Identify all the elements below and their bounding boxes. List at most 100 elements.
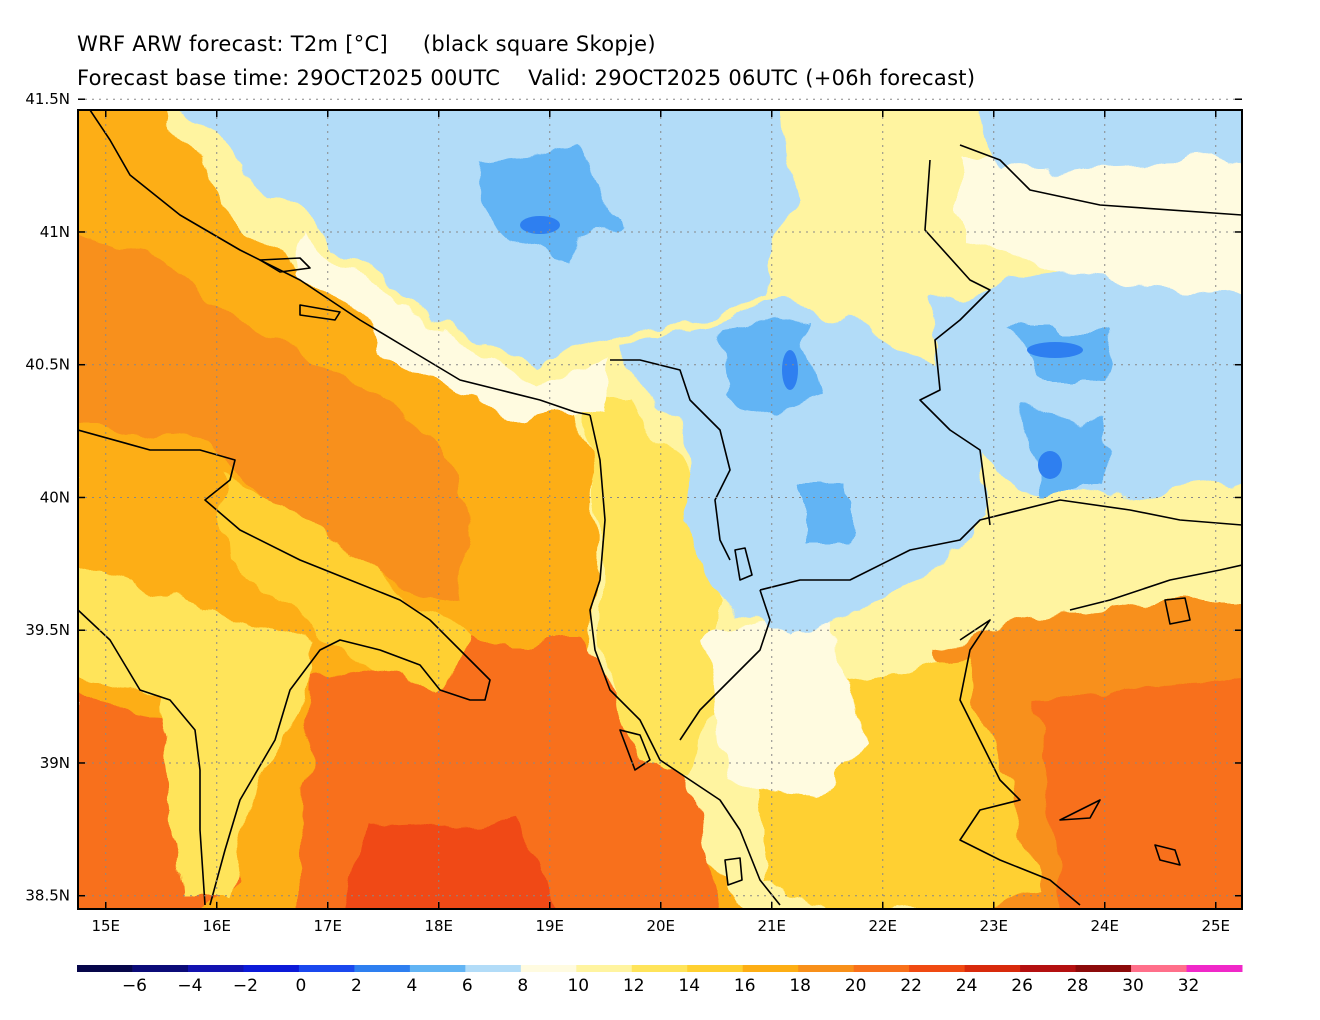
lat-label: 41N [40,223,70,241]
island-lefkada [724,857,743,886]
colorbar-label: −6 [122,976,147,996]
island-euboea [1059,799,1101,821]
map-title-line1: WRF ARW forecast: T2m [°C] (black square… [77,32,656,56]
lat-label: 39N [40,754,70,772]
field-cold-macedonia [620,300,990,640]
colorbar-segment [77,965,133,972]
colorbar-label: −4 [177,976,202,996]
colorbar-segment [909,965,966,972]
field-cool-bulgaria-north [960,150,1242,299]
field-colder-core2 [720,320,820,420]
coastlines-borders [78,110,1242,906]
coast-chalkidiki [1069,564,1242,611]
field-hot-adriatic [78,232,470,600]
colorbar-segment [354,965,411,972]
border-serbia-bulgaria [959,144,1242,216]
colorbar-segment [243,965,300,972]
lon-label: 20E [646,917,675,935]
colorbar-label: 0 [295,976,306,996]
colorbar-segment [798,965,855,972]
field-mild-albania [560,400,720,780]
field-coldest-spot3 [1038,451,1062,479]
colorbar: −6 −4 −2 0 2 4 6 8 10 12 14 16 18 20 22 24 26 28 30 32 [77,965,1243,996]
coast-italy-west [78,609,206,906]
lon-label: 21E [757,917,786,935]
field-cool-east [982,110,1242,170]
field-cold-bulgaria [930,270,1242,500]
lat-label: 38.5N [25,887,70,905]
colorbar-label: 30 [1122,976,1144,996]
border-kosovo [610,359,731,561]
colorbar-label: 8 [517,976,528,996]
colorbar-label: 4 [406,976,417,996]
island-brac [299,304,341,321]
field-coldest-spot2 [1027,342,1083,358]
island-skyros [1154,844,1181,866]
colorbar-segment [132,965,189,972]
colorbar-label: 24 [956,976,978,996]
coast-aegean [959,619,1081,906]
field-colder-core1 [470,150,620,260]
colorbar-label: 18 [789,976,811,996]
field-cool-fringe [290,230,610,420]
colorbar-label: 22 [900,976,922,996]
lat-label: 40N [40,488,70,506]
colorbar-segment [1186,965,1243,972]
colorbar-segment [465,965,522,972]
colorbar-segment [1075,965,1132,972]
lon-label: 25E [1201,917,1230,935]
field-cool-pindus [700,620,860,800]
lon-label: 17E [313,917,342,935]
field-hot-aegean [1040,680,1242,909]
colorbar-label: 26 [1011,976,1033,996]
field-coldest-spot4 [782,350,798,390]
border-greece-north [759,499,1242,591]
colorbar-label: −2 [233,976,258,996]
colorbar-label: 2 [351,976,362,996]
lon-label: 23E [979,917,1008,935]
colorbar-label: 20 [845,976,867,996]
field-coldest-spot1 [520,216,560,234]
colorbar-segment [631,965,688,972]
border-albania-greece [679,589,771,741]
colorbar-segment [742,965,799,972]
lat-label: 41.5N [25,90,70,108]
lon-label: 18E [424,917,453,935]
colorbar-segment [1020,965,1077,972]
colorbar-segment [1131,965,1188,972]
colorbar-label: 6 [462,976,473,996]
island-corfu [619,729,651,771]
lon-label: 19E [535,917,564,935]
field-mild-apulia [220,470,470,700]
lon-label: 15E [91,917,120,935]
colorbar-segment [187,965,244,972]
lat-label: 39.5N [25,621,70,639]
colorbar-segment [298,965,355,972]
colorbar-segment [964,965,1021,972]
lat-label: 40.5N [25,356,70,374]
field-mild-italy [78,563,320,900]
colorbar-label: 10 [567,976,589,996]
colorbar-label: 14 [678,976,700,996]
field-cold-bosnia [182,110,790,360]
map-axes: 44N43.5N43N42.5N42N41.5N41N40.5N40N39.5N… [25,90,1242,935]
lon-label: 24E [1090,917,1119,935]
lon-label: 16E [202,917,231,935]
colorbar-segment [576,965,633,972]
lake-ohrid [734,547,753,581]
colorbar-segment [687,965,744,972]
island-thasos [1164,597,1191,625]
colorbar-label: 28 [1067,976,1089,996]
lon-label: 22E [868,917,897,935]
colorbar-label: 32 [1178,976,1200,996]
coast-dalmatia [89,110,591,416]
temperature-field [78,110,1242,909]
coast-italy-east [78,429,491,906]
map-title-line2: Forecast base time: 29OCT2025 00UTC Vali… [77,66,976,90]
colorbar-segment [520,965,577,972]
colorbar-label: 12 [623,976,645,996]
border-serbia-macedonia [919,159,991,526]
field-colder-core5 [800,480,850,540]
colorbar-segment [409,965,466,972]
